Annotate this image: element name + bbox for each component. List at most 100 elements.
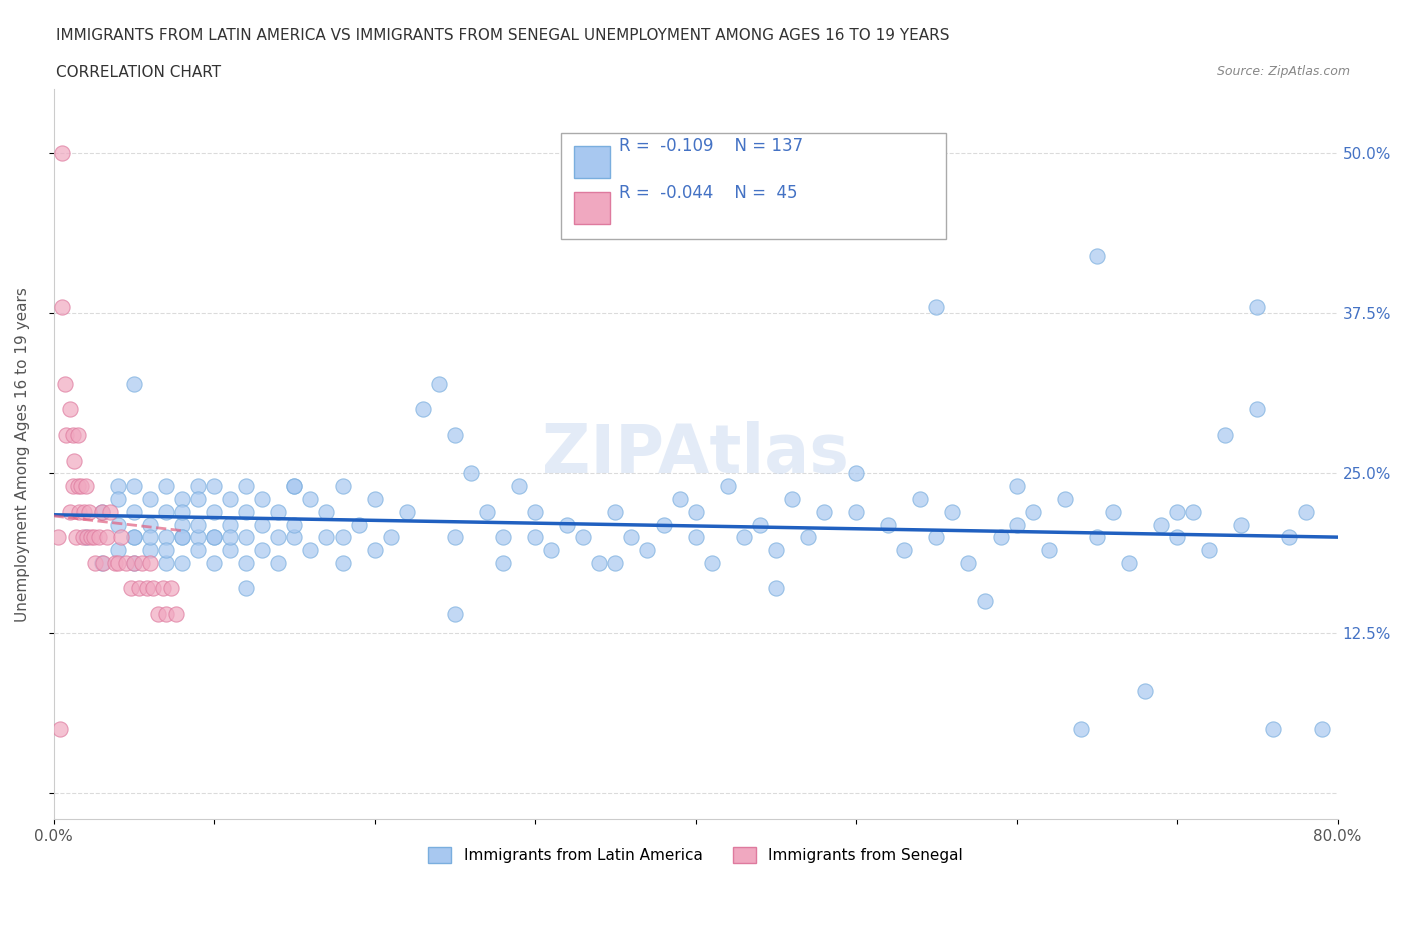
Point — [363, 491, 385, 506]
Point — [165, 606, 187, 621]
Point — [283, 530, 305, 545]
Point — [717, 479, 740, 494]
Point — [605, 504, 627, 519]
Point — [122, 504, 145, 519]
Point — [235, 581, 257, 596]
Point — [444, 428, 467, 443]
Point — [77, 504, 100, 519]
Point — [53, 377, 76, 392]
Point — [187, 543, 209, 558]
Point — [460, 466, 482, 481]
Point — [187, 491, 209, 506]
Point — [219, 530, 242, 545]
Point — [524, 530, 547, 545]
Point — [62, 428, 84, 443]
Point — [1005, 517, 1028, 532]
Point — [652, 517, 675, 532]
Point — [1246, 402, 1268, 417]
Point — [70, 479, 93, 494]
Point — [941, 504, 963, 519]
Point — [877, 517, 900, 532]
Point — [122, 530, 145, 545]
Point — [155, 555, 177, 570]
Point — [1150, 517, 1173, 532]
Point — [155, 530, 177, 545]
Point — [1278, 530, 1301, 545]
Point — [315, 504, 337, 519]
Point — [845, 466, 868, 481]
Point — [620, 530, 643, 545]
Point — [588, 555, 610, 570]
Point — [475, 504, 498, 519]
FancyBboxPatch shape — [574, 192, 610, 224]
Point — [139, 491, 162, 506]
Point — [1182, 504, 1205, 519]
Point — [55, 428, 77, 443]
Point — [170, 504, 193, 519]
Point — [845, 504, 868, 519]
Point — [299, 543, 322, 558]
Point — [122, 377, 145, 392]
Point — [283, 479, 305, 494]
Point — [75, 530, 97, 545]
Point — [79, 530, 101, 545]
Point — [315, 530, 337, 545]
Point — [87, 530, 110, 545]
Point — [159, 581, 181, 596]
Point — [412, 402, 434, 417]
Point — [122, 555, 145, 570]
Point — [104, 555, 127, 570]
Point — [283, 479, 305, 494]
Point — [765, 543, 787, 558]
Point — [925, 299, 948, 314]
Point — [748, 517, 770, 532]
Point — [67, 504, 90, 519]
Point — [957, 555, 980, 570]
Point — [90, 504, 112, 519]
Point — [96, 530, 118, 545]
Point — [202, 555, 225, 570]
Point — [170, 530, 193, 545]
Point — [605, 555, 627, 570]
Point — [59, 504, 82, 519]
Point — [122, 530, 145, 545]
Point — [98, 504, 121, 519]
Point — [332, 530, 354, 545]
Point — [1118, 555, 1140, 570]
Point — [910, 491, 932, 506]
Text: CORRELATION CHART: CORRELATION CHART — [56, 65, 221, 80]
Legend: Immigrants from Latin America, Immigrants from Senegal: Immigrants from Latin America, Immigrant… — [422, 842, 969, 870]
Point — [1230, 517, 1253, 532]
Point — [332, 555, 354, 570]
Point — [76, 530, 98, 545]
Point — [51, 299, 73, 314]
Point — [637, 543, 659, 558]
Point — [155, 606, 177, 621]
Point — [219, 543, 242, 558]
Point — [813, 504, 835, 519]
Point — [66, 479, 89, 494]
Point — [115, 555, 138, 570]
Point — [508, 479, 530, 494]
Point — [107, 479, 129, 494]
Point — [59, 402, 82, 417]
Point — [235, 555, 257, 570]
Point — [219, 517, 242, 532]
Point — [155, 504, 177, 519]
FancyBboxPatch shape — [574, 146, 610, 179]
Point — [363, 543, 385, 558]
Point — [75, 479, 97, 494]
Point — [780, 491, 803, 506]
Point — [110, 530, 132, 545]
Point — [252, 517, 274, 532]
Point — [107, 491, 129, 506]
Point — [444, 530, 467, 545]
Point — [235, 504, 257, 519]
Point — [146, 606, 169, 621]
Point — [107, 555, 129, 570]
Point — [765, 581, 787, 596]
Point — [893, 543, 915, 558]
Text: ZIPAtlas: ZIPAtlas — [543, 421, 849, 487]
Point — [202, 479, 225, 494]
Point — [492, 530, 515, 545]
